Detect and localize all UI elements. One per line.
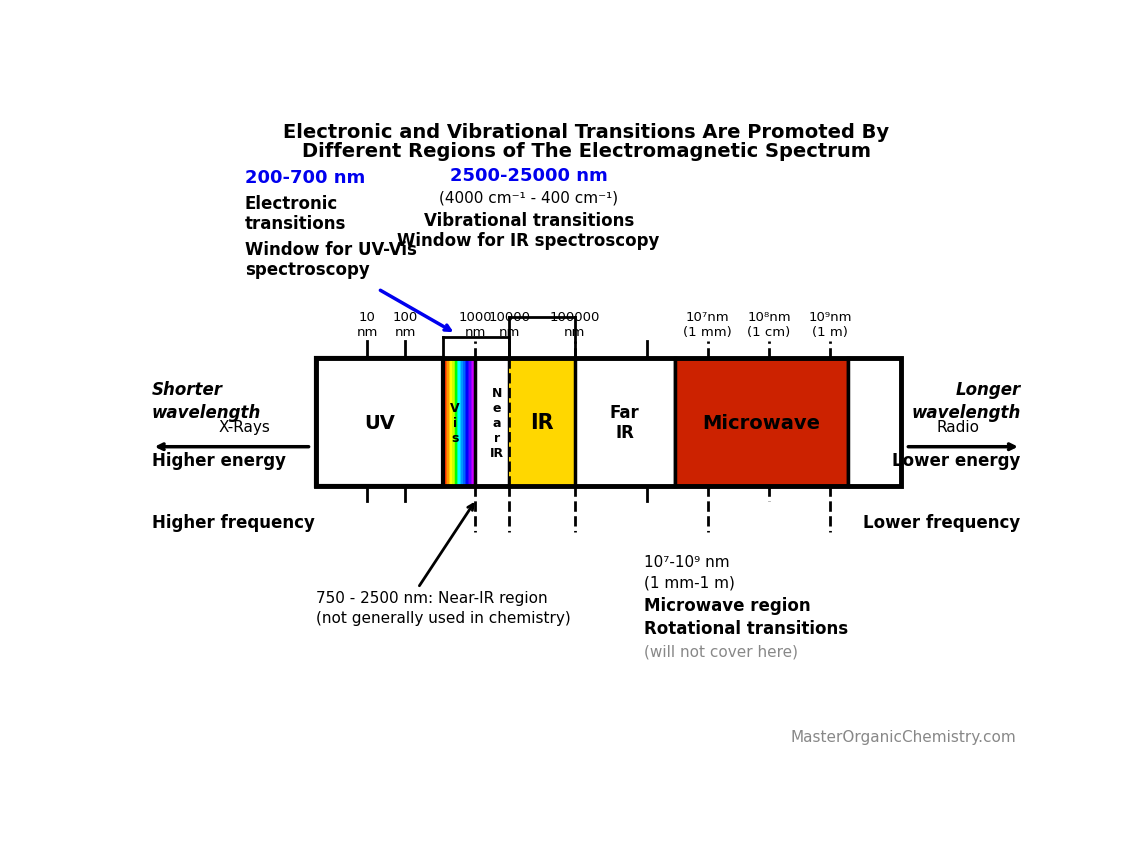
Text: 10⁷-10⁹ nm: 10⁷-10⁹ nm — [644, 554, 730, 570]
Text: N
e
a
r
IR: N e a r IR — [490, 386, 503, 459]
Text: spectroscopy: spectroscopy — [245, 261, 370, 279]
Bar — [316, 358, 443, 486]
Text: IR: IR — [530, 413, 554, 432]
Text: X-Rays: X-Rays — [219, 420, 271, 434]
Text: Electronic: Electronic — [245, 195, 339, 213]
Text: Lower frequency: Lower frequency — [864, 514, 1020, 531]
Text: Longer
wavelength: Longer wavelength — [912, 380, 1020, 422]
Bar — [443, 358, 444, 486]
Bar — [444, 358, 446, 486]
Text: Microwave: Microwave — [702, 413, 820, 432]
Bar — [461, 358, 463, 486]
Text: Window for UV-Vis: Window for UV-Vis — [245, 241, 416, 259]
Bar — [472, 358, 474, 486]
Bar — [456, 358, 459, 486]
Text: (1 mm-1 m): (1 mm-1 m) — [644, 574, 734, 589]
Bar — [471, 358, 472, 486]
Text: 2500-25000 nm: 2500-25000 nm — [450, 167, 607, 185]
Text: 750 - 2500 nm: Near-IR region: 750 - 2500 nm: Near-IR region — [316, 591, 548, 606]
Text: 10000
nm: 10000 nm — [488, 310, 530, 339]
Text: transitions: transitions — [245, 215, 347, 233]
Text: 10⁹nm
(1 m): 10⁹nm (1 m) — [809, 310, 852, 339]
Bar — [316, 358, 901, 486]
Text: 100
nm: 100 nm — [392, 310, 418, 339]
Text: Microwave region: Microwave region — [644, 596, 811, 614]
Bar — [447, 358, 448, 486]
Text: (will not cover here): (will not cover here) — [644, 643, 797, 659]
Text: 10⁸nm
(1 cm): 10⁸nm (1 cm) — [747, 310, 791, 339]
Text: Electronic and Vibrational Transitions Are Promoted By: Electronic and Vibrational Transitions A… — [284, 123, 889, 142]
Text: Higher frequency: Higher frequency — [152, 514, 315, 531]
Text: MasterOrganicChemistry.com: MasterOrganicChemistry.com — [791, 728, 1016, 744]
Bar — [469, 358, 471, 486]
Bar — [476, 358, 509, 486]
Text: UV: UV — [364, 413, 395, 432]
Bar — [460, 358, 461, 486]
Bar — [446, 358, 447, 486]
Text: 1000
nm: 1000 nm — [459, 310, 492, 339]
Bar — [459, 358, 460, 486]
Bar — [675, 358, 848, 486]
Text: Lower energy: Lower energy — [892, 451, 1020, 469]
Text: Window for IR spectroscopy: Window for IR spectroscopy — [397, 231, 660, 249]
Bar — [848, 358, 901, 486]
Text: V
i
s: V i s — [450, 401, 460, 444]
Text: Vibrational transitions: Vibrational transitions — [423, 212, 634, 229]
Text: 200-700 nm: 200-700 nm — [245, 169, 365, 187]
Text: Rotational transitions: Rotational transitions — [644, 618, 848, 637]
Text: Higher energy: Higher energy — [152, 451, 286, 469]
Bar — [509, 358, 574, 486]
Bar — [574, 358, 675, 486]
Bar — [466, 358, 468, 486]
Text: Different Regions of The Electromagnetic Spectrum: Different Regions of The Electromagnetic… — [302, 142, 871, 161]
Bar — [451, 358, 452, 486]
Bar — [454, 358, 455, 486]
Bar — [452, 358, 454, 486]
Bar — [448, 358, 451, 486]
Bar — [455, 358, 456, 486]
Bar — [463, 358, 464, 486]
Text: Shorter
wavelength: Shorter wavelength — [152, 380, 261, 422]
Bar — [464, 358, 466, 486]
Text: 100000
nm: 100000 nm — [549, 310, 599, 339]
Text: (4000 cm⁻¹ - 400 cm⁻¹): (4000 cm⁻¹ - 400 cm⁻¹) — [439, 190, 618, 205]
Text: Far
IR: Far IR — [610, 403, 639, 442]
Text: (not generally used in chemistry): (not generally used in chemistry) — [316, 611, 571, 625]
Text: Radio: Radio — [937, 420, 979, 434]
Bar — [468, 358, 469, 486]
Text: 10
nm: 10 nm — [357, 310, 378, 339]
Text: 10⁷nm
(1 mm): 10⁷nm (1 mm) — [683, 310, 732, 339]
Bar — [474, 358, 476, 486]
